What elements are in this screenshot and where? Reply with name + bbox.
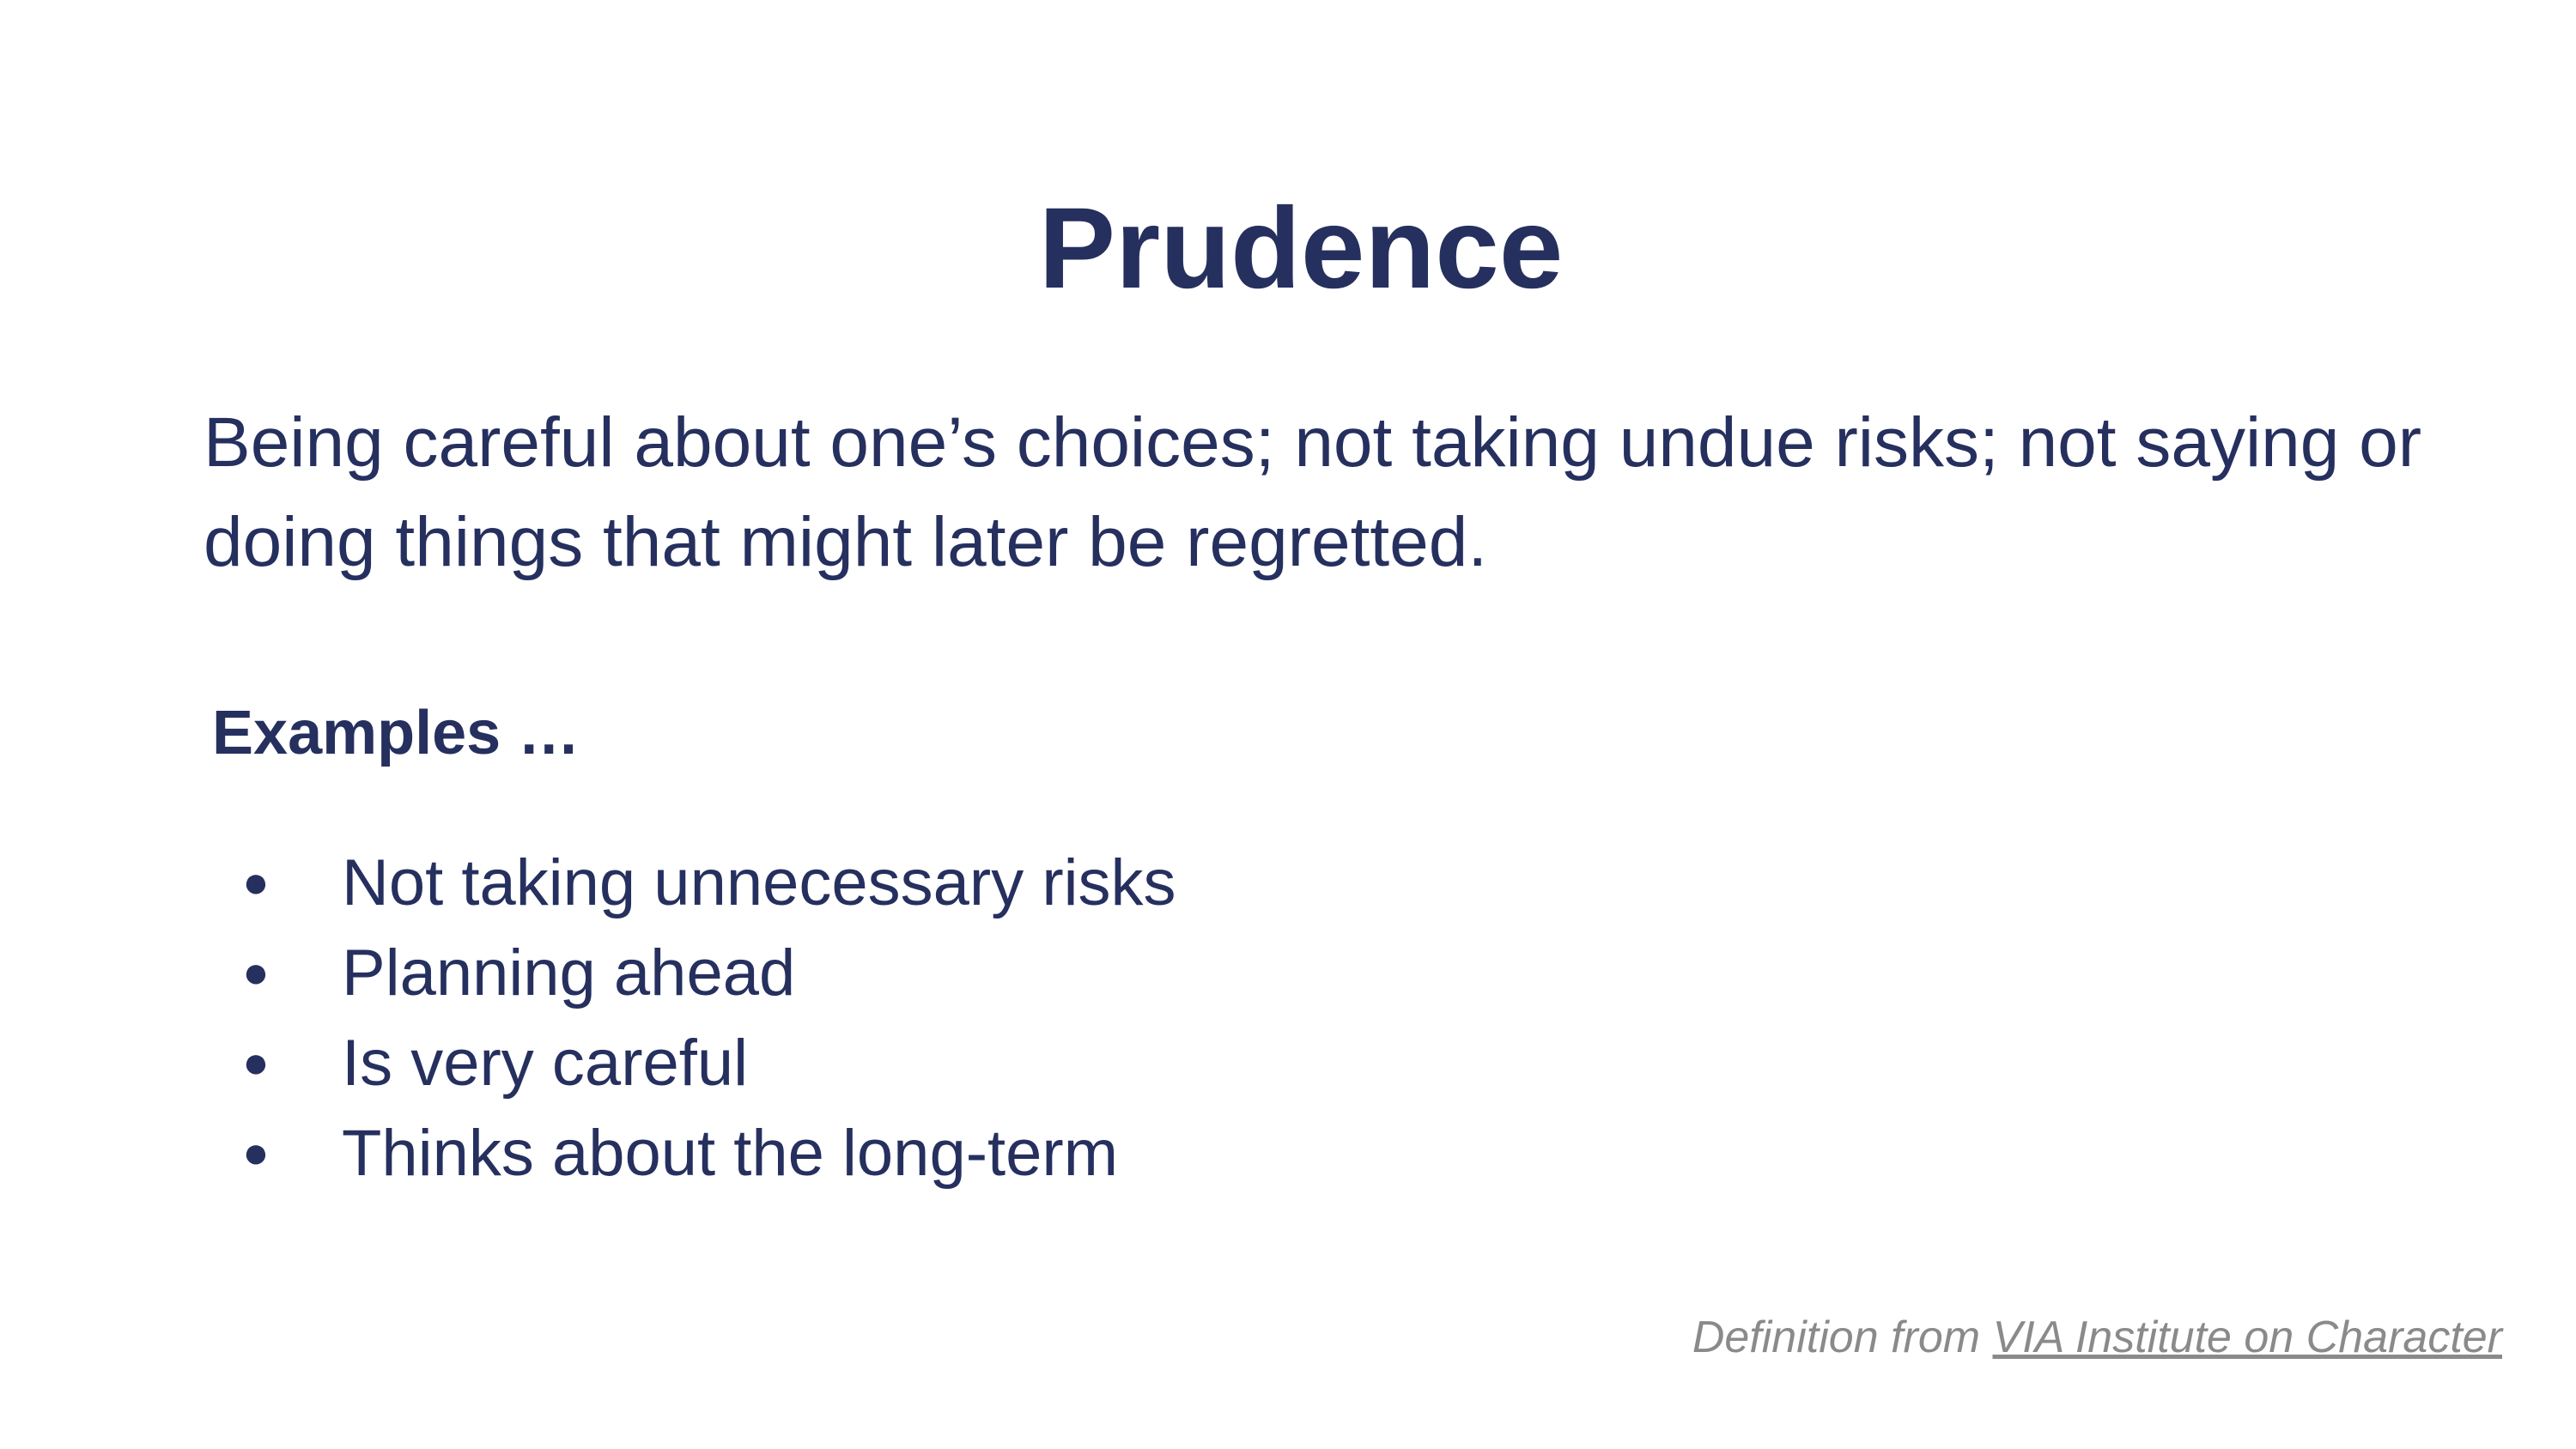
bullet-icon: ● (242, 858, 270, 907)
via-institute-link[interactable]: VIA Institute on Character (1992, 1313, 2502, 1362)
example-text: Not taking unnecessary risks (342, 846, 1176, 919)
bullet-icon: ● (242, 1038, 270, 1088)
attribution-prefix: Definition from (1692, 1313, 1993, 1362)
definition-text: Being careful about one’s choices; not t… (204, 403, 2422, 581)
example-text: Thinks about the long-term (342, 1117, 1119, 1190)
source-attribution: Definition from VIA Institute on Charact… (1692, 1310, 2502, 1365)
examples-heading: Examples … (212, 699, 580, 767)
example-text: Is very careful (342, 1027, 749, 1100)
bullet-icon: ● (242, 948, 270, 997)
example-text: Planning ahead (342, 937, 796, 1009)
slide-title: Prudence (1038, 185, 1564, 312)
bullet-icon: ● (242, 1128, 270, 1178)
